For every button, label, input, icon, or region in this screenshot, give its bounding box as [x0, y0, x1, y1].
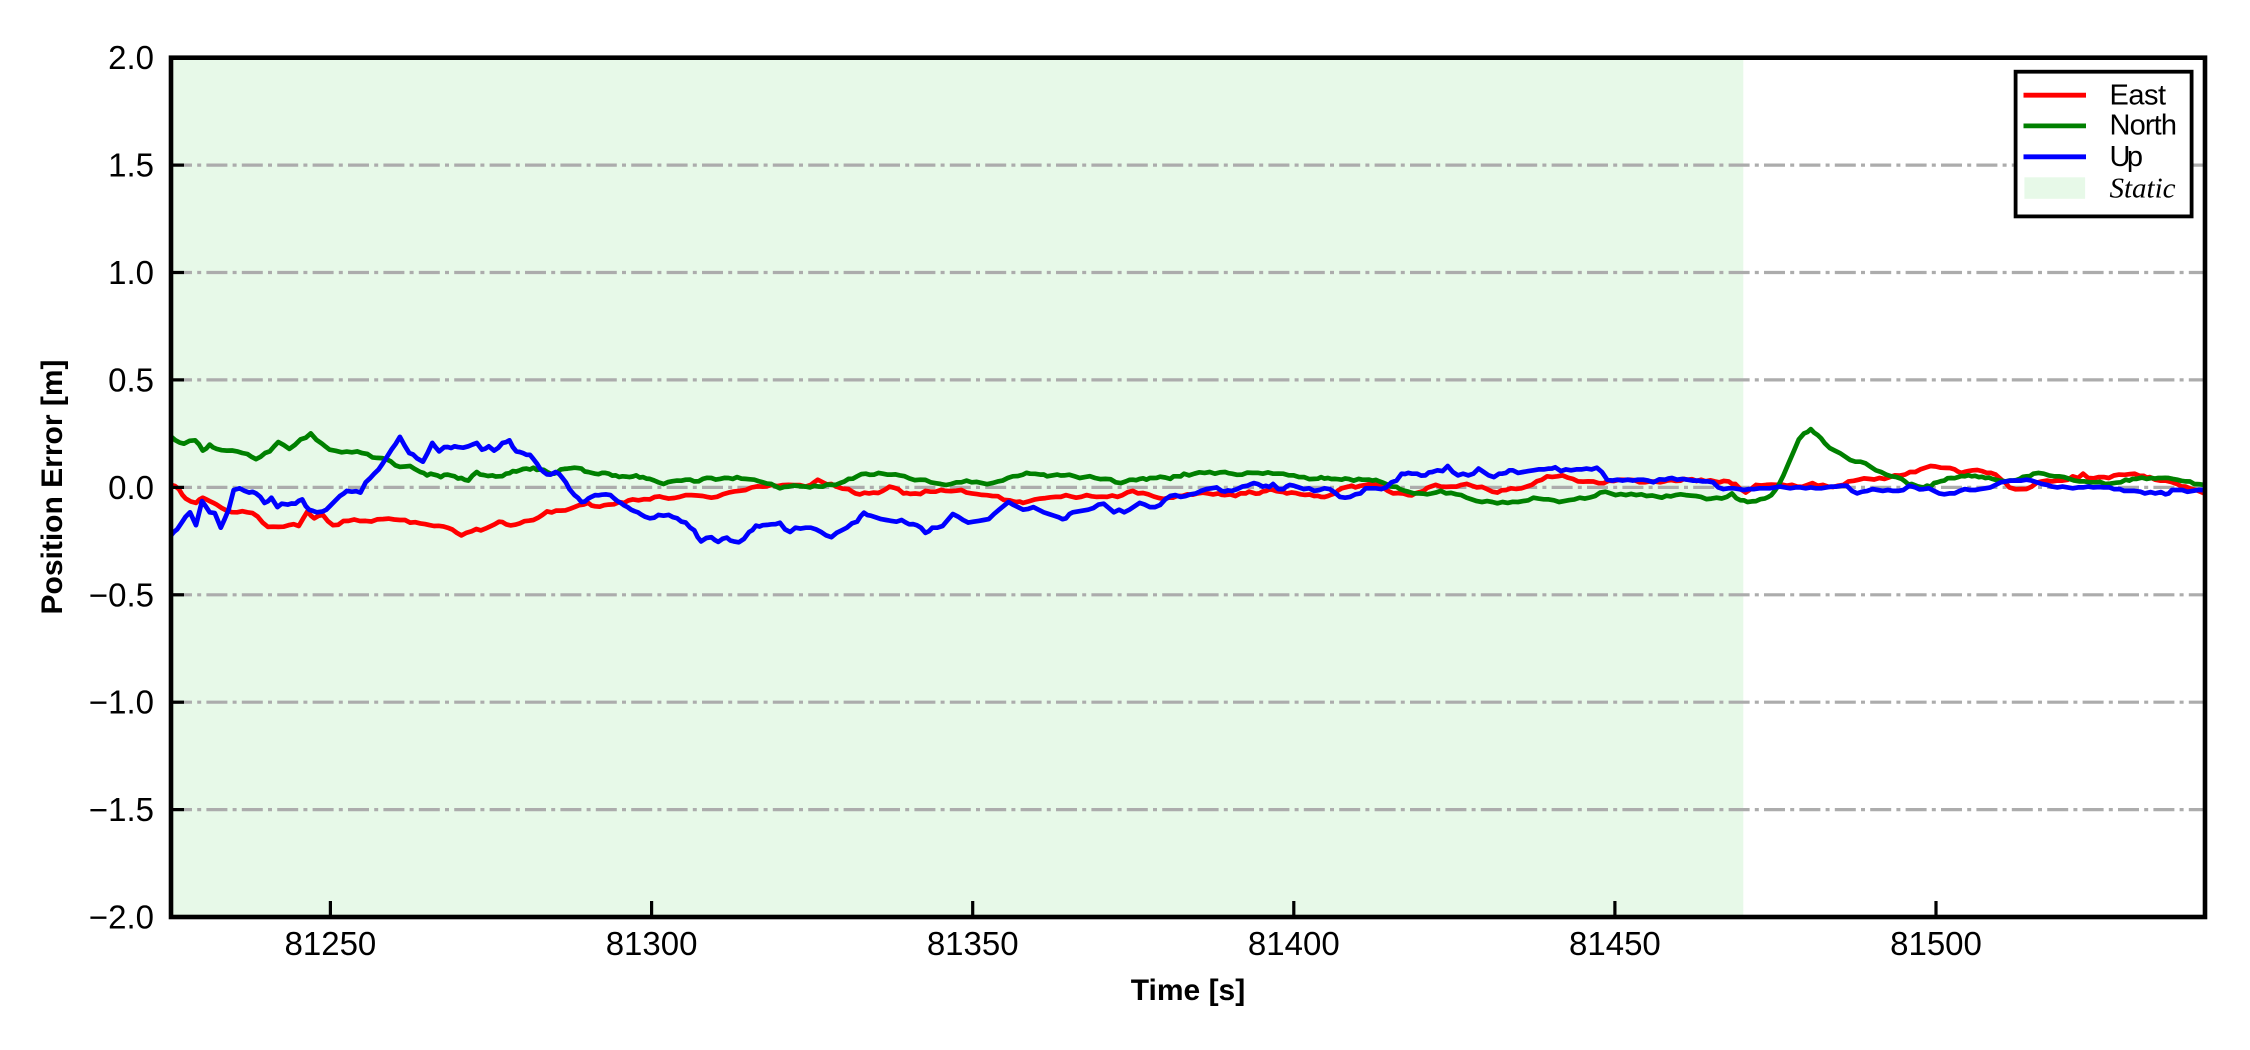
- svg-text:81300: 81300: [606, 925, 698, 962]
- svg-text:81400: 81400: [1248, 925, 1340, 962]
- svg-text:2.0: 2.0: [108, 39, 154, 76]
- svg-text:81250: 81250: [285, 925, 377, 962]
- svg-text:−1.5: −1.5: [89, 791, 154, 828]
- svg-text:81450: 81450: [1569, 925, 1661, 962]
- svg-text:81350: 81350: [927, 925, 1019, 962]
- svg-text:North: North: [2110, 109, 2178, 141]
- svg-text:0.0: 0.0: [108, 469, 154, 506]
- svg-text:0.5: 0.5: [108, 361, 154, 398]
- svg-text:Static: Static: [2110, 173, 2176, 205]
- svg-text:−2.0: −2.0: [89, 899, 154, 936]
- svg-text:Time [s]: Time [s]: [1131, 974, 1245, 1007]
- svg-text:1.0: 1.0: [108, 254, 154, 291]
- svg-text:East: East: [2110, 80, 2167, 112]
- svg-text:Up: Up: [2110, 141, 2144, 173]
- svg-text:−1.0: −1.0: [89, 684, 154, 721]
- svg-text:1.5: 1.5: [108, 147, 154, 184]
- svg-text:−0.5: −0.5: [89, 576, 154, 613]
- svg-text:Position Error [m]: Position Error [m]: [36, 359, 69, 614]
- svg-text:81500: 81500: [1890, 925, 1982, 962]
